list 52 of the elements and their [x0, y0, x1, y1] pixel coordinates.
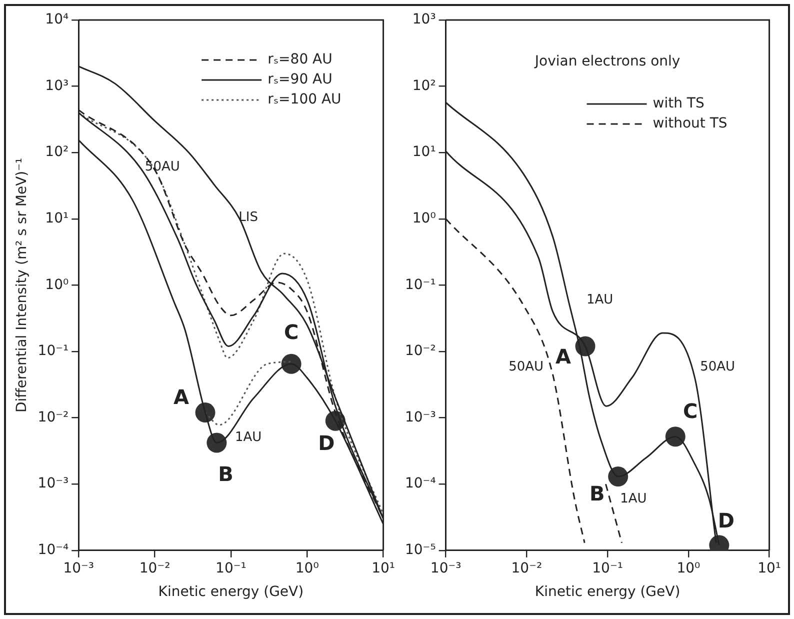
- legend-label: with TS: [652, 96, 704, 112]
- y-tick-label: 10⁻³: [404, 409, 436, 426]
- y-tick-label: 10⁻²: [404, 343, 436, 360]
- annotation: 1AU: [620, 491, 647, 506]
- annotation: 1AU: [234, 430, 262, 445]
- y-tick-label: 10⁴: [45, 12, 69, 28]
- y-tick-label: 10⁻⁴: [404, 476, 436, 492]
- legend-label: rₛ=100 AU: [268, 92, 342, 108]
- x-tick-label: 10¹: [758, 560, 782, 576]
- x-tick-label: 10¹: [372, 560, 396, 576]
- data-label: C: [683, 398, 698, 423]
- data-label: C: [284, 320, 299, 344]
- x-tick-label: 10⁻¹: [216, 560, 246, 576]
- data-label: B: [589, 482, 605, 506]
- legend-label: without TS: [652, 116, 728, 132]
- y-tick-label: 10³: [45, 78, 69, 94]
- x-axis-title: Kinetic energy (GeV): [158, 584, 304, 600]
- legend-label: rₛ=80 AU: [268, 52, 332, 68]
- x-tick-label: 10⁻¹: [592, 560, 623, 576]
- annotation: 50AU: [508, 359, 544, 374]
- y-tick-label: 10⁻¹: [404, 276, 436, 293]
- data-label: D: [318, 431, 335, 456]
- legend-label: rₛ=90 AU: [268, 72, 332, 88]
- x-tick-label: 10⁰: [676, 560, 701, 576]
- data-label: A: [556, 344, 572, 368]
- annotation: 1AU: [586, 292, 614, 308]
- y-tick-label: 10⁻¹: [38, 343, 69, 360]
- legend-title: Jovian electrons only: [534, 54, 680, 70]
- annotation: 50AU: [700, 359, 736, 374]
- y-tick-label: 10²: [412, 78, 436, 94]
- y-tick-label: 10²: [45, 144, 69, 160]
- y-tick-label: 10⁻²: [38, 409, 69, 426]
- y-tick-label: 10¹: [45, 210, 69, 227]
- y-tick-label: 10⁻⁵: [404, 542, 436, 558]
- y-tick-label: 10⁰: [45, 276, 69, 293]
- annotation: LIS: [238, 210, 258, 226]
- data-label: D: [718, 508, 734, 532]
- x-axis-title: Kinetic energy (GeV): [534, 584, 680, 600]
- y-tick-label: 10⁰: [412, 210, 436, 227]
- y-axis-title: Differential Intensity (m² s sr MeV)⁻¹: [14, 158, 30, 413]
- y-tick-label: 10³: [412, 12, 436, 28]
- x-tick-label: 10⁰: [295, 560, 320, 576]
- y-tick-label: 10⁻³: [38, 476, 69, 492]
- x-tick-label: 10⁻²: [139, 560, 170, 576]
- annotation: 50AU: [144, 159, 180, 174]
- data-label: A: [174, 384, 190, 409]
- x-tick-label: 10⁻³: [63, 560, 94, 576]
- data-label: B: [218, 462, 234, 486]
- y-tick-label: 10⁻⁴: [38, 542, 69, 558]
- y-tick-label: 10¹: [412, 144, 436, 160]
- x-tick-label: 10⁻²: [511, 560, 542, 576]
- x-tick-label: 10⁻³: [430, 560, 462, 576]
